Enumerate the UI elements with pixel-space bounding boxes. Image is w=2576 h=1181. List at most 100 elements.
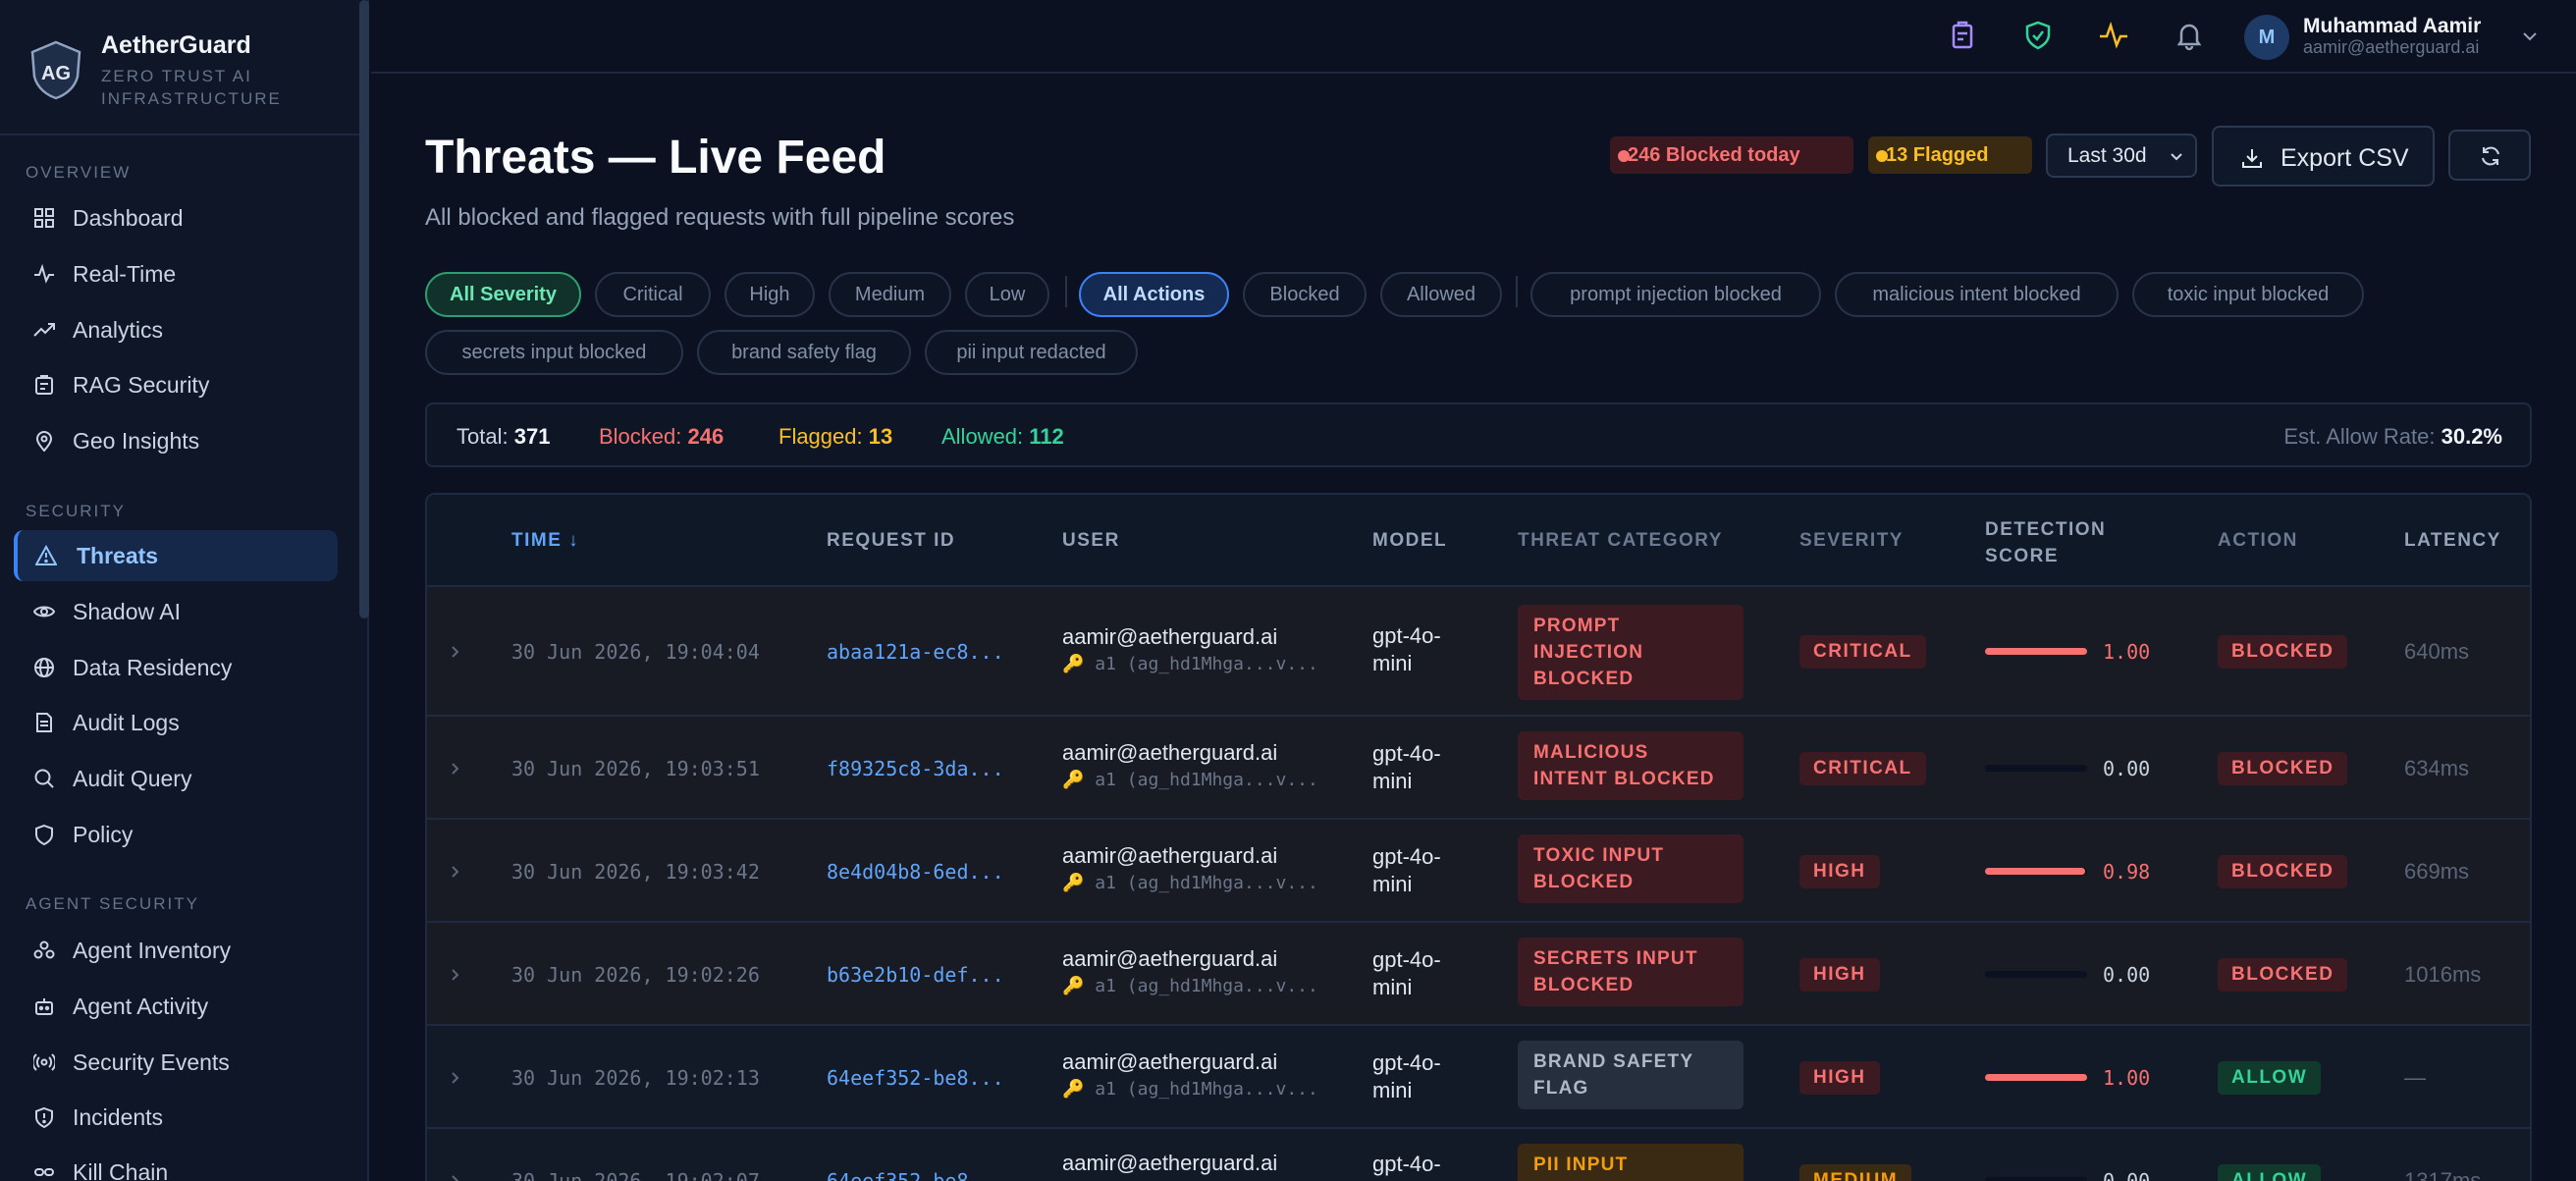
filter-action-blocked[interactable]: Blocked: [1243, 272, 1367, 317]
sidebar-item-shadow-ai[interactable]: Shadow AI: [14, 586, 338, 637]
brand-header: AG AetherGuard ZERO TRUST AI INFRASTRUCT…: [0, 0, 367, 135]
chevron-right-icon[interactable]: [447, 864, 462, 880]
sidebar-item-agent-inventory[interactable]: Agent Inventory: [14, 925, 338, 976]
sidebar-item-label: Audit Query: [73, 765, 192, 791]
sidebar-item-dashboard[interactable]: Dashboard: [14, 192, 338, 243]
kill-chain-icon: [33, 1161, 55, 1181]
row-request-id-link[interactable]: 8e4d04b8-6ed...: [827, 859, 1004, 884]
table-row[interactable]: 30 Jun 2026, 19:02:07 64eef352-be8... aami…: [427, 1129, 2530, 1181]
sidebar-item-agent-activity[interactable]: Agent Activity: [14, 981, 338, 1032]
row-time: 30 Jun 2026, 19:04:04: [511, 640, 760, 664]
chevron-right-icon[interactable]: [447, 644, 462, 660]
activity-pulse-icon[interactable]: [2098, 20, 2129, 51]
key-icon: 🔑: [1062, 976, 1085, 996]
export-csv-button[interactable]: Export CSV: [2212, 126, 2435, 187]
map-pin-icon: [33, 430, 55, 452]
filter-severity-medium[interactable]: Medium: [829, 272, 951, 317]
filter-category-brand-safety[interactable]: brand safety flag: [697, 330, 911, 375]
row-detection-score: 0.98: [2103, 859, 2151, 884]
row-latency: 634ms: [2404, 755, 2470, 780]
filter-action-all[interactable]: All Actions: [1079, 272, 1229, 317]
sidebar-item-security-events[interactable]: Security Events: [14, 1037, 338, 1088]
table-row[interactable]: 30 Jun 2026, 19:03:51 f89325c8-3da... aami…: [427, 717, 2530, 820]
row-latency: —: [2404, 1064, 2426, 1090]
row-action-badge: BLOCKED: [2218, 635, 2348, 669]
row-detection-score-bar: [1985, 1176, 2087, 1181]
filter-severity-high[interactable]: High: [724, 272, 815, 317]
sidebar-item-label: Threats: [77, 542, 159, 568]
chevron-right-icon[interactable]: [447, 1173, 462, 1181]
sidebar-item-rag-security[interactable]: RAG Security: [14, 359, 338, 410]
filter-action-allowed[interactable]: Allowed: [1380, 272, 1502, 317]
row-request-id-link[interactable]: 64eef352-be8...: [827, 1065, 1004, 1090]
chevron-right-icon[interactable]: [447, 761, 462, 777]
sidebar-item-audit-query[interactable]: Audit Query: [14, 753, 338, 804]
filter-category-malicious-intent[interactable]: malicious intent blocked: [1835, 272, 2119, 317]
row-detection-score-bar: [1985, 867, 2087, 875]
filter-severity-low[interactable]: Low: [965, 272, 1049, 317]
column-header-user[interactable]: USER: [1062, 530, 1120, 551]
time-range-value: Last 30d: [2067, 144, 2147, 167]
table-row[interactable]: 30 Jun 2026, 19:02:13 64eef352-be8... aami…: [427, 1026, 2530, 1129]
row-latency: 1317ms: [2404, 1167, 2482, 1181]
row-time: 30 Jun 2026, 19:03:51: [511, 756, 760, 780]
row-request-id-link[interactable]: b63e2b10-def...: [827, 962, 1004, 987]
status-dot-icon: [1618, 150, 1630, 162]
nav-section-security: SECURITY: [26, 502, 126, 520]
sidebar-item-kill-chain[interactable]: Kill Chain: [14, 1147, 338, 1181]
column-header-time[interactable]: TIME ↓: [511, 530, 580, 551]
column-header-model[interactable]: MODEL: [1372, 530, 1448, 551]
sidebar-item-label: Analytics: [73, 316, 164, 343]
column-header-severity[interactable]: SEVERITY: [1799, 530, 1904, 551]
rag-clipboard-icon[interactable]: [1947, 20, 1978, 51]
filter-severity-critical[interactable]: Critical: [595, 272, 711, 317]
row-threat-category: BRAND SAFETY FLAG: [1518, 1041, 1744, 1109]
document-icon: [33, 712, 55, 733]
row-request-id-link[interactable]: abaa121a-ec8...: [827, 640, 1004, 664]
column-header-action[interactable]: ACTION: [2218, 530, 2298, 551]
filter-category-prompt-injection[interactable]: prompt injection blocked: [1530, 272, 1821, 317]
row-latency: 669ms: [2404, 858, 2470, 884]
sidebar-scrollbar[interactable]: [359, 0, 369, 618]
column-header-detection-score[interactable]: DETECTION SCORE: [1985, 519, 2107, 566]
summary-allowed-value: 112: [1029, 424, 1064, 449]
summary-bar: Total: 371 Blocked: 246 Flagged: 13 Allo…: [425, 403, 2532, 467]
filter-severity-all[interactable]: All Severity: [425, 272, 581, 317]
row-model: gpt-4o-mini: [1372, 623, 1441, 675]
warning-triangle-icon: [35, 545, 57, 566]
avatar[interactable]: M: [2244, 15, 2289, 60]
refresh-button[interactable]: [2448, 130, 2531, 181]
sidebar-item-incidents[interactable]: Incidents: [14, 1092, 338, 1143]
chevron-down-icon[interactable]: [2519, 26, 2541, 47]
row-threat-category: PROMPT INJECTION BLOCKED: [1518, 605, 1744, 700]
row-severity-badge: CRITICAL: [1799, 635, 1926, 669]
globe-icon: [33, 657, 55, 678]
page-subtitle: All blocked and flagged requests with fu…: [425, 204, 1015, 231]
bell-icon[interactable]: [2174, 20, 2205, 51]
filter-category-toxic-input[interactable]: toxic input blocked: [2132, 272, 2364, 317]
summary-allow-rate-value: 30.2%: [2441, 424, 2502, 449]
table-row[interactable]: 30 Jun 2026, 19:02:26 b63e2b10-def... aami…: [427, 923, 2530, 1026]
sidebar-item-policy[interactable]: Policy: [14, 809, 338, 860]
column-header-request-id[interactable]: REQUEST ID: [827, 530, 956, 551]
column-header-latency[interactable]: LATENCY: [2404, 530, 2501, 551]
sidebar-item-geo-insights[interactable]: Geo Insights: [14, 415, 338, 466]
sidebar-item-audit-logs[interactable]: Audit Logs: [14, 697, 338, 748]
row-request-id-link[interactable]: f89325c8-3da...: [827, 756, 1004, 780]
shield-check-icon[interactable]: [2022, 20, 2054, 51]
sidebar-item-analytics[interactable]: Analytics: [14, 304, 338, 355]
filter-category-secrets-input[interactable]: secrets input blocked: [425, 330, 683, 375]
row-detection-score: 1.00: [2103, 1065, 2151, 1090]
row-request-id-link[interactable]: 64eef352-be8...: [827, 1168, 1004, 1181]
column-header-threat-category[interactable]: THREAT CATEGORY: [1518, 530, 1723, 551]
sidebar-item-threats[interactable]: Threats: [14, 530, 338, 581]
sidebar-item-label: Data Residency: [73, 654, 233, 680]
chevron-right-icon[interactable]: [447, 967, 462, 983]
sidebar-item-real-time[interactable]: Real-Time: [14, 248, 338, 299]
table-row[interactable]: 30 Jun 2026, 19:03:42 8e4d04b8-6ed... aami…: [427, 820, 2530, 923]
filter-category-pii-input[interactable]: pii input redacted: [925, 330, 1138, 375]
time-range-select[interactable]: Last 30d: [2046, 134, 2197, 178]
table-row[interactable]: 30 Jun 2026, 19:04:04 abaa121a-ec8... aami…: [427, 587, 2530, 717]
sidebar-item-data-residency[interactable]: Data Residency: [14, 642, 338, 693]
chevron-right-icon[interactable]: [447, 1070, 462, 1086]
